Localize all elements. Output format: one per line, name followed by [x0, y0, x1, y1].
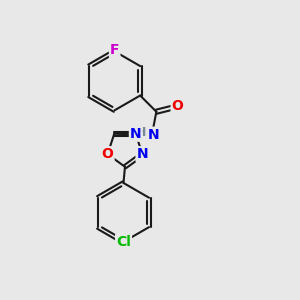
Text: F: F: [110, 43, 119, 57]
Text: N: N: [148, 128, 159, 142]
Text: N: N: [136, 147, 148, 161]
Text: N: N: [130, 127, 142, 141]
Text: Cl: Cl: [116, 235, 131, 249]
Text: O: O: [172, 99, 184, 113]
Text: H: H: [136, 126, 146, 139]
Text: O: O: [102, 147, 113, 161]
